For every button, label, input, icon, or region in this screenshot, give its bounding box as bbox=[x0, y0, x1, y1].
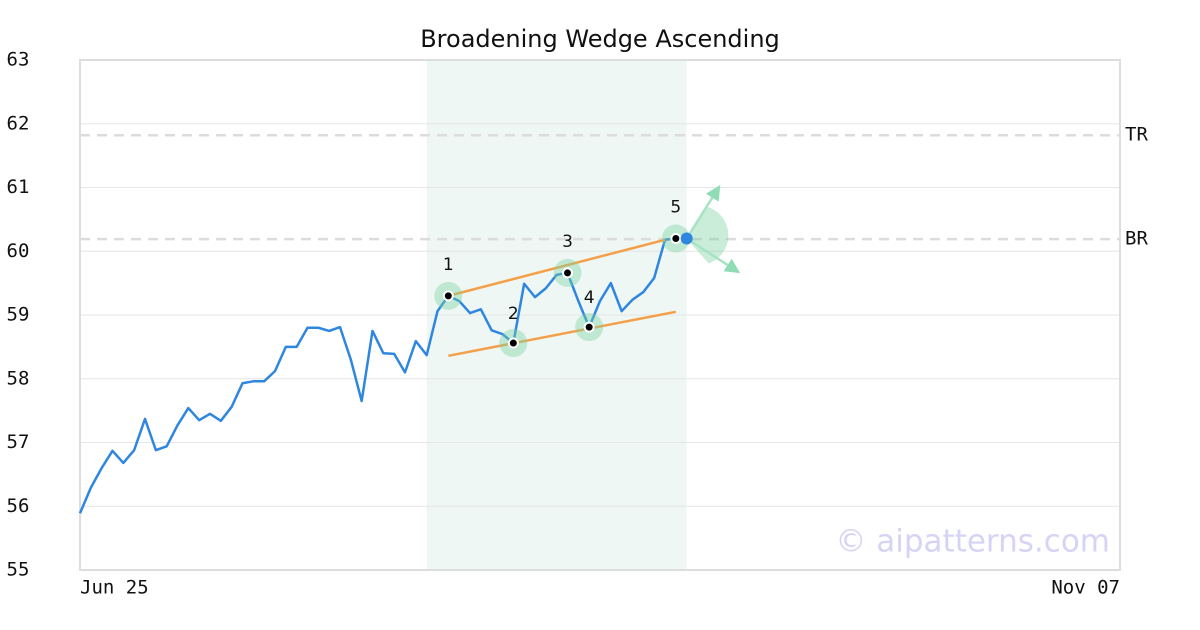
trendline bbox=[448, 310, 677, 358]
point-label: 2 bbox=[508, 304, 519, 324]
y-tick-label: 60 bbox=[7, 240, 30, 262]
y-tick-label: 55 bbox=[7, 559, 30, 581]
pattern-point bbox=[583, 321, 595, 333]
projection-arrow bbox=[685, 184, 721, 240]
y-tick-label: 61 bbox=[7, 176, 30, 198]
plot-frame bbox=[79, 59, 1121, 571]
y-tick-label: 57 bbox=[7, 431, 30, 453]
price-line bbox=[78, 237, 676, 514]
x-tick-label: Jun 25 bbox=[80, 577, 149, 599]
point-label: 1 bbox=[443, 255, 454, 275]
y-tick-label: 56 bbox=[7, 495, 30, 517]
level-label: TR bbox=[1125, 124, 1148, 146]
current-point bbox=[680, 232, 693, 245]
point-label: 5 bbox=[670, 198, 681, 218]
y-tick-label: 58 bbox=[7, 367, 30, 389]
level-label: BR bbox=[1125, 228, 1148, 250]
chart-title: Broadening Wedge Ascending bbox=[420, 25, 780, 53]
pattern-point bbox=[562, 267, 573, 279]
y-tick-label: 59 bbox=[7, 304, 30, 326]
projection-wedge bbox=[686, 206, 729, 264]
trendline bbox=[448, 238, 666, 298]
projection-arrow bbox=[685, 237, 741, 274]
point-label: 4 bbox=[584, 288, 595, 308]
pattern-point bbox=[442, 290, 454, 302]
pattern-point bbox=[670, 233, 682, 244]
y-tick-label: 63 bbox=[7, 49, 30, 71]
watermark: © aipatterns.com bbox=[835, 524, 1110, 560]
y-tick-label: 62 bbox=[7, 112, 30, 134]
x-tick-label: Nov 07 bbox=[1051, 577, 1120, 599]
pattern-point bbox=[507, 337, 519, 349]
point-label: 3 bbox=[562, 232, 573, 252]
